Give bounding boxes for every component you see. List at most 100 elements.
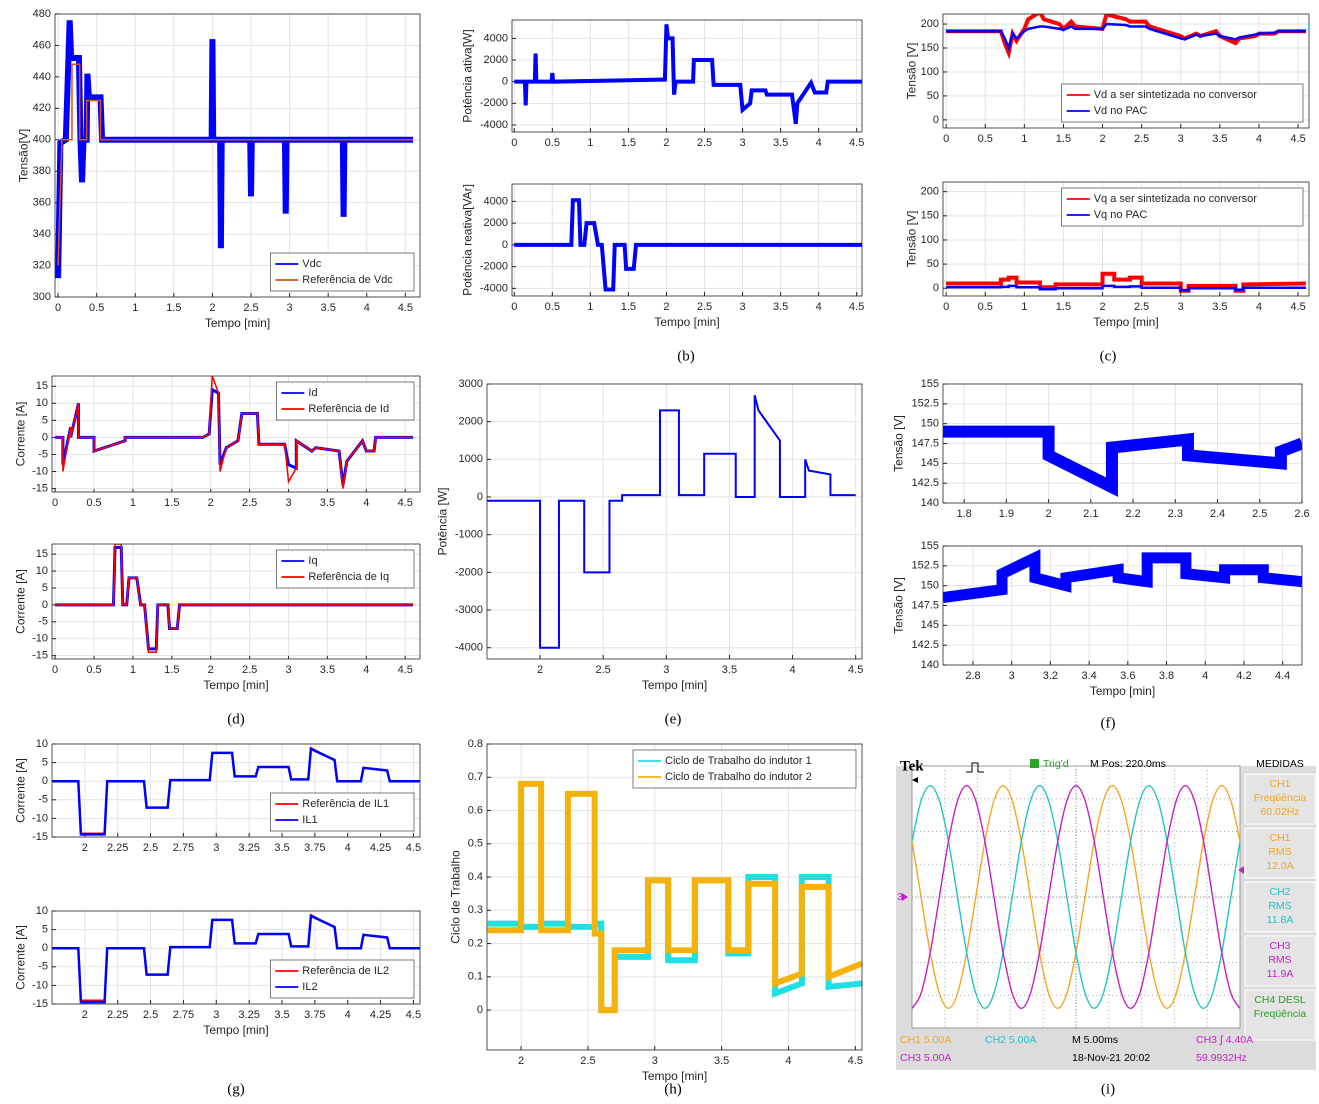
x-tick-label: 2.5 bbox=[243, 302, 258, 314]
y-tick-label: 155 bbox=[921, 540, 939, 552]
x-tick-label: 1 bbox=[132, 302, 138, 314]
x-tick-label: 4 bbox=[364, 302, 370, 314]
x-tick-label: 1 bbox=[130, 497, 136, 509]
x-axis-label: Tempo [min] bbox=[642, 678, 707, 692]
y-tick-label: 5 bbox=[42, 757, 48, 769]
x-tick-label: 4.5 bbox=[1290, 301, 1305, 313]
y-tick-label: 150 bbox=[921, 42, 939, 54]
x-axis-label: Tempo [min] bbox=[205, 316, 270, 330]
x-tick-label: 3.5 bbox=[773, 137, 788, 149]
y-tick-label: 0 bbox=[502, 76, 508, 88]
x-tick-label: 1.5 bbox=[621, 301, 636, 313]
x-tick-label: 3.5 bbox=[714, 1055, 729, 1067]
x-axis-label: Tempo [min] bbox=[654, 315, 719, 329]
y-tick-label: -4000 bbox=[480, 282, 508, 294]
panel-caption: (b) bbox=[677, 348, 695, 364]
legend-label: Id bbox=[308, 387, 317, 399]
x-tick-label: 2.75 bbox=[173, 842, 194, 854]
x-tick-label: 4.5 bbox=[848, 1055, 863, 1067]
y-tick-label: 10 bbox=[36, 738, 48, 750]
y-tick-label: 140 bbox=[921, 659, 939, 671]
x-tick-label: 2 bbox=[663, 301, 669, 313]
legend-label: Vdc bbox=[302, 258, 321, 270]
y-axis-label: Ciclo de Trabalho bbox=[448, 850, 462, 944]
x-tick-label: 3.4 bbox=[1081, 670, 1096, 682]
legend-label: Vq no PAC bbox=[1094, 209, 1148, 221]
measure-text: 11.9A bbox=[1267, 968, 1294, 980]
x-tick-label: 1 bbox=[130, 664, 136, 676]
y-tick-label: 5 bbox=[42, 414, 48, 426]
y-tick-label: 0 bbox=[933, 114, 939, 126]
legend-label: Referência de Iq bbox=[308, 571, 389, 583]
y-tick-label: 0 bbox=[477, 491, 483, 503]
legend-label: Referência de Id bbox=[308, 403, 389, 415]
y-tick-label: -2000 bbox=[455, 566, 483, 578]
x-tick-label: 0 bbox=[511, 301, 517, 313]
y-tick-label: 5 bbox=[42, 582, 48, 594]
y-tick-label: 15 bbox=[36, 380, 48, 392]
x-tick-label: 3 bbox=[652, 1055, 658, 1067]
measure-text: Freqüência bbox=[1254, 1008, 1307, 1020]
x-tick-label: 3 bbox=[1178, 133, 1184, 145]
x-tick-label: 3.5 bbox=[321, 302, 336, 314]
y-tick-label: 0 bbox=[42, 599, 48, 611]
y-tick-label: -4000 bbox=[455, 642, 483, 654]
y-tick-label: 1000 bbox=[459, 453, 483, 465]
x-tick-label: 3.25 bbox=[238, 1009, 259, 1021]
y-tick-label: 0 bbox=[477, 1004, 483, 1016]
y-tick-label: 5 bbox=[42, 924, 48, 936]
panel-caption: (i) bbox=[1101, 1081, 1115, 1097]
x-tick-label: 2.5 bbox=[1134, 301, 1149, 313]
y-tick-label: 50 bbox=[927, 258, 939, 270]
x-tick-label: 1.8 bbox=[956, 508, 971, 520]
y-tick-label: 152.5 bbox=[911, 560, 939, 572]
x-tick-label: 2.5 bbox=[580, 1055, 595, 1067]
x-tick-label: 4 bbox=[345, 842, 351, 854]
legend-label: Vq a ser sintetizada no conversor bbox=[1094, 193, 1258, 205]
y-tick-label: 155 bbox=[921, 378, 939, 390]
x-tick-label: 2.5 bbox=[242, 664, 257, 676]
x-tick-label: 3 bbox=[213, 842, 219, 854]
y-axis-label: Tensão [V] bbox=[892, 577, 906, 634]
x-tick-label: 4 bbox=[345, 1009, 351, 1021]
measure-text: 60.02Hz bbox=[1260, 806, 1299, 818]
x-tick-label: 3.75 bbox=[304, 842, 325, 854]
x-tick-label: 2.4 bbox=[1210, 508, 1225, 520]
x-tick-label: 1.5 bbox=[1056, 301, 1071, 313]
y-tick-label: -5 bbox=[38, 616, 48, 628]
plot-area bbox=[487, 384, 862, 659]
x-tick-label: 2.5 bbox=[596, 664, 611, 676]
x-tick-label: 2 bbox=[209, 302, 215, 314]
y-tick-label: 10 bbox=[36, 565, 48, 577]
x-tick-label: 2.8 bbox=[965, 670, 980, 682]
footer-text: CH3 ∫ 4.40A bbox=[1196, 1034, 1253, 1046]
y-tick-label: -5 bbox=[38, 448, 48, 460]
y-tick-label: -1000 bbox=[455, 529, 483, 541]
y-tick-label: 142.5 bbox=[911, 477, 939, 489]
y-tick-label: 150 bbox=[921, 580, 939, 592]
y-tick-label: 0 bbox=[42, 775, 48, 787]
time-position: M Pos: 220.0ms bbox=[1090, 758, 1166, 770]
x-tick-label: 2.25 bbox=[107, 1009, 128, 1021]
y-tick-label: -3000 bbox=[455, 604, 483, 616]
x-tick-label: 3.5 bbox=[274, 842, 289, 854]
x-tick-label: 0 bbox=[52, 497, 58, 509]
y-tick-label: -15 bbox=[32, 650, 48, 662]
x-tick-label: 3 bbox=[287, 302, 293, 314]
y-tick-label: 480 bbox=[33, 8, 51, 20]
x-tick-label: 1 bbox=[587, 301, 593, 313]
x-tick-label: 2 bbox=[663, 137, 669, 149]
x-tick-label: 4.25 bbox=[370, 842, 391, 854]
x-tick-label: 3 bbox=[285, 497, 291, 509]
footer-text: CH3 5.00A bbox=[900, 1052, 951, 1064]
y-tick-label: 2000 bbox=[484, 217, 508, 229]
x-tick-label: 3.5 bbox=[274, 1009, 289, 1021]
y-tick-label: -4000 bbox=[480, 119, 508, 131]
panel-caption: (d) bbox=[227, 711, 245, 727]
y-axis-label: Potência ativa[W] bbox=[461, 29, 475, 122]
x-tick-label: 3 bbox=[739, 137, 745, 149]
footer-text: CH2 5.00A bbox=[985, 1034, 1036, 1046]
measure-text: CH1 bbox=[1269, 778, 1290, 790]
x-tick-label: 0.5 bbox=[978, 301, 993, 313]
y-tick-label: -15 bbox=[32, 998, 48, 1010]
